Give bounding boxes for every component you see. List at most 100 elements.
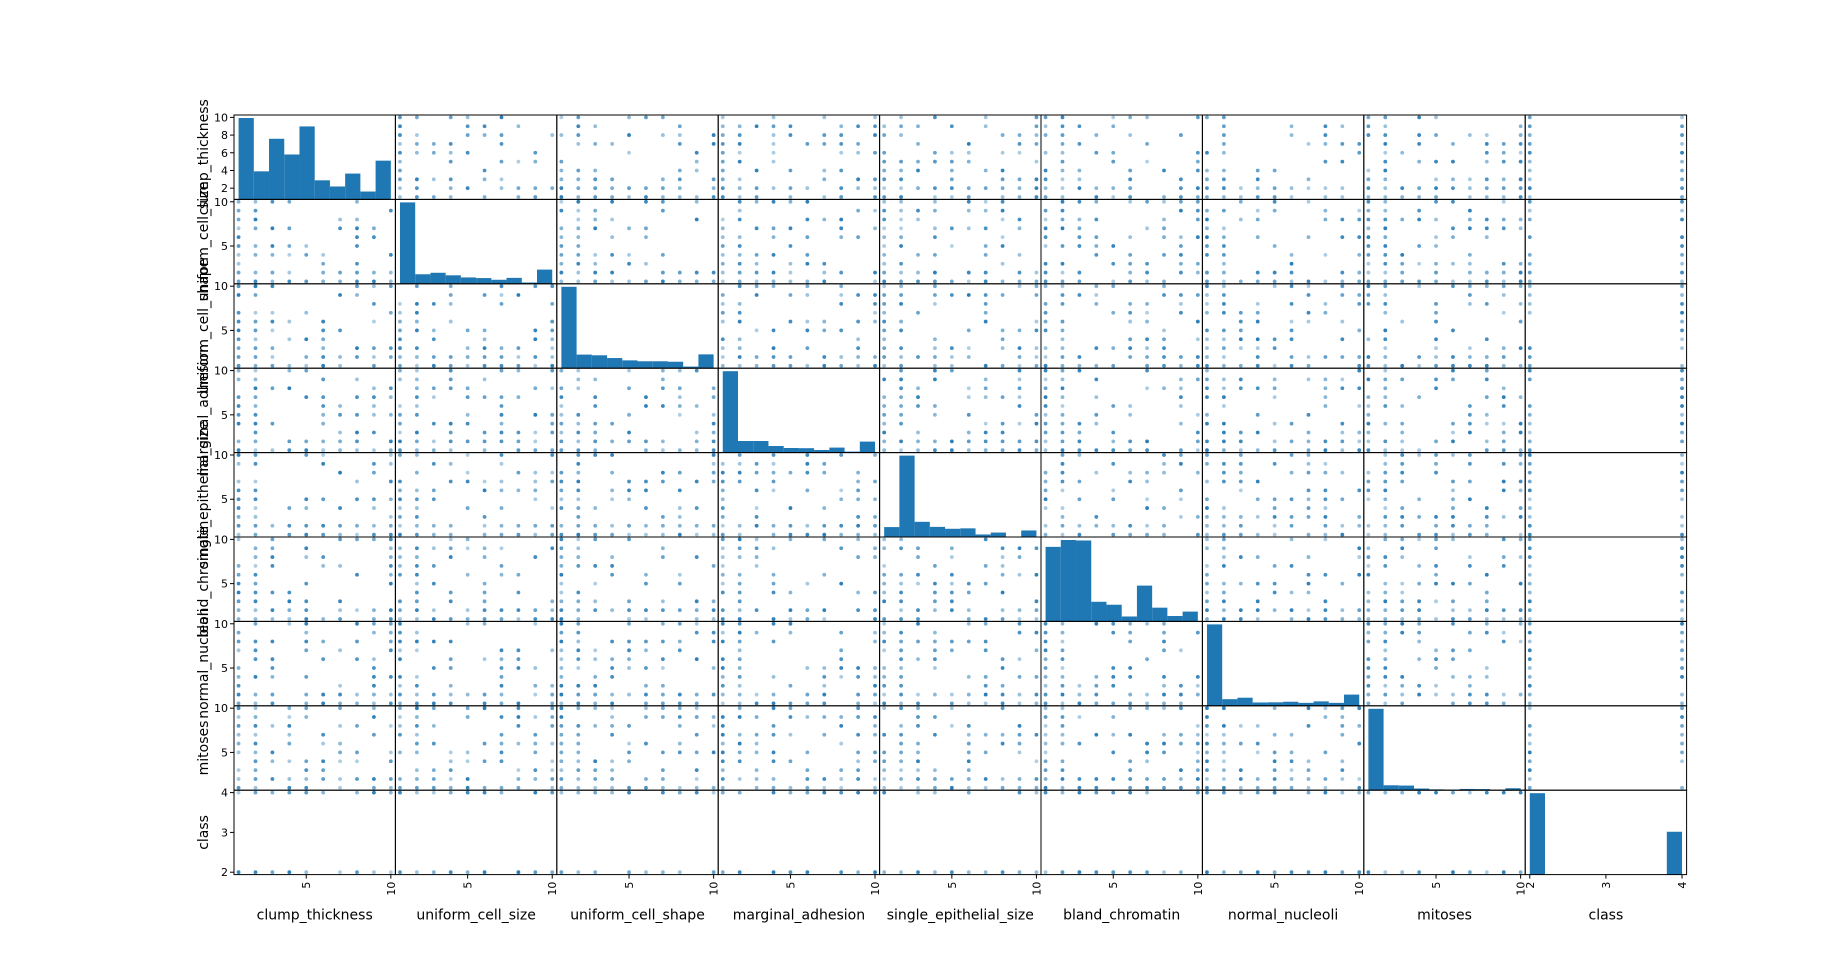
scatter-point-normal_nucleoli-uniform_cell_size [550, 701, 555, 706]
scatter-point-marginal_adhesion-clump_thickness [321, 421, 326, 426]
scatter-point-bland_chromatin-uniform_cell_shape [559, 572, 564, 577]
scatter-point-single_epithelial_size-normal_nucleoli [1255, 497, 1260, 502]
scatter-point-normal_nucleoli-clump_thickness [304, 701, 309, 706]
scatter-point-single_epithelial_size-normal_nucleoli [1306, 488, 1311, 493]
scatter-point-class-mitoses [1501, 790, 1506, 795]
scatter-point-single_epithelial_size-uniform_cell_shape [660, 515, 665, 519]
scatter-point-single_epithelial_size-clump_thickness [287, 523, 292, 528]
scatter-point-mitoses-bland_chromatin [1043, 732, 1048, 737]
scatter-point-uniform_cell_shape-mitoses [1501, 346, 1506, 351]
scatter-point-mitoses-clump_thickness [236, 732, 241, 737]
scatter-point-normal_nucleoli-mitoses [1434, 683, 1438, 688]
scatter-point-uniform_cell_shape-marginal_adhesion [720, 301, 725, 306]
scatter-point-mitoses-normal_nucleoli [1221, 741, 1226, 746]
scatter-point-normal_nucleoli-mitoses [1417, 683, 1422, 688]
scatter-point-bland_chromatin-mitoses [1451, 581, 1455, 586]
scatter-point-normal_nucleoli-mitoses [1451, 648, 1455, 653]
scatter-point-class-bland_chromatin [1060, 870, 1065, 875]
scatter-point-uniform_cell_size-clump_thickness [338, 226, 342, 231]
scatter-point-uniform_cell_shape-clump_thickness [270, 328, 275, 333]
scatter-point-clump_thickness-normal_nucleoli [1323, 133, 1328, 137]
scatter-point-clump_thickness-normal_nucleoli [1205, 168, 1209, 173]
scatter-point-marginal_adhesion-mitoses [1484, 439, 1489, 444]
scatter-point-marginal_adhesion-uniform_cell_size [465, 386, 470, 391]
scatter-point-bland_chromatin-single_epithelial_size [949, 599, 954, 604]
scatter-point-marginal_adhesion-clump_thickness [270, 421, 275, 426]
scatter-point-uniform_cell_size-mitoses [1366, 199, 1371, 204]
x-tick-label: 2 [1524, 882, 1537, 889]
scatter-point-clump_thickness-marginal_adhesion [873, 115, 877, 120]
scatter-point-normal_nucleoli-single_epithelial_size [1017, 657, 1022, 662]
scatter-point-marginal_adhesion-mitoses [1484, 448, 1489, 453]
scatter-point-single_epithelial_size-uniform_cell_size [414, 470, 419, 475]
scatter-point-uniform_cell_size-normal_nucleoli [1221, 208, 1226, 213]
scatter-point-normal_nucleoli-uniform_cell_shape [677, 621, 682, 626]
scatter-point-uniform_cell_size-single_epithelial_size [1000, 244, 1005, 248]
scatter-point-bland_chromatin-mitoses [1484, 599, 1489, 604]
scatter-point-uniform_cell_size-marginal_adhesion [720, 279, 725, 284]
scatter-point-uniform_cell_shape-class [1680, 310, 1684, 315]
scatter-point-normal_nucleoli-mitoses [1434, 692, 1438, 697]
scatter-point-uniform_cell_shape-normal_nucleoli [1205, 328, 1209, 333]
scatter-point-marginal_adhesion-uniform_cell_shape [711, 395, 716, 400]
scatter-point-uniform_cell_shape-mitoses [1366, 284, 1371, 289]
scatter-point-uniform_cell_shape-bland_chromatin [1060, 328, 1065, 333]
scatter-point-class-uniform_cell_shape [576, 870, 581, 875]
scatter-point-mitoses-marginal_adhesion [856, 777, 861, 781]
scatter-point-clump_thickness-uniform_cell_shape [593, 195, 598, 199]
scatter-point-normal_nucleoli-uniform_cell_shape [576, 701, 581, 706]
scatter-point-uniform_cell_size-marginal_adhesion [873, 226, 877, 231]
scatter-point-single_epithelial_size-clump_thickness [372, 532, 376, 537]
scatter-point-class-mitoses [1467, 870, 1472, 875]
scatter-point-mitoses-bland_chromatin [1060, 723, 1065, 728]
scatter-point-clump_thickness-normal_nucleoli [1323, 186, 1328, 191]
scatter-point-single_epithelial_size-uniform_cell_size [398, 532, 402, 537]
scatter-point-marginal_adhesion-uniform_cell_shape [644, 448, 648, 453]
scatter-point-clump_thickness-mitoses [1501, 177, 1506, 182]
scatter-point-normal_nucleoli-bland_chromatin [1060, 648, 1065, 653]
scatter-point-uniform_cell_shape-marginal_adhesion [720, 319, 725, 324]
scatter-point-uniform_cell_size-normal_nucleoli [1289, 252, 1294, 257]
scatter-point-mitoses-uniform_cell_shape [593, 723, 598, 728]
scatter-point-uniform_cell_size-bland_chromatin [1128, 235, 1133, 240]
scatter-point-normal_nucleoli-bland_chromatin [1060, 683, 1065, 688]
scatter-point-bland_chromatin-uniform_cell_size [499, 546, 504, 551]
scatter-point-marginal_adhesion-uniform_cell_size [482, 448, 487, 453]
scatter-point-uniform_cell_shape-clump_thickness [253, 363, 258, 368]
scatter-point-normal_nucleoli-bland_chromatin [1043, 630, 1048, 635]
scatter-point-normal_nucleoli-bland_chromatin [1077, 683, 1082, 688]
scatter-point-marginal_adhesion-clump_thickness [372, 430, 376, 435]
y-tick-label: 4 [221, 164, 228, 177]
scatter-point-bland_chromatin-normal_nucleoli [1306, 555, 1311, 559]
scatter-point-single_epithelial_size-bland_chromatin [1060, 453, 1065, 457]
scatter-point-uniform_cell_size-clump_thickness [270, 279, 275, 284]
scatter-point-class-uniform_cell_size [533, 870, 538, 875]
scatter-point-marginal_adhesion-single_epithelial_size [1000, 430, 1005, 435]
scatter-point-clump_thickness-single_epithelial_size [949, 168, 954, 173]
scatter-point-single_epithelial_size-mitoses [1434, 470, 1438, 475]
scatter-point-normal_nucleoli-clump_thickness [270, 692, 275, 697]
scatter-point-single_epithelial_size-uniform_cell_size [533, 532, 538, 537]
scatter-point-mitoses-uniform_cell_shape [711, 715, 716, 719]
scatter-point-clump_thickness-single_epithelial_size [1017, 133, 1022, 137]
scatter-point-uniform_cell_shape-marginal_adhesion [737, 301, 742, 306]
scatter-point-class-single_epithelial_size [949, 870, 954, 875]
scatter-point-class-marginal_adhesion [788, 870, 793, 875]
scatter-point-uniform_cell_size-bland_chromatin [1195, 199, 1200, 204]
scatter-point-normal_nucleoli-uniform_cell_size [533, 621, 538, 626]
scatter-point-normal_nucleoli-single_epithelial_size [916, 692, 920, 697]
scatter-point-mitoses-uniform_cell_shape [576, 777, 581, 781]
scatter-point-clump_thickness-class [1680, 115, 1684, 120]
scatter-point-uniform_cell_size-marginal_adhesion [873, 279, 877, 284]
scatter-point-marginal_adhesion-normal_nucleoli [1205, 439, 1209, 444]
hist-bar-uniform_cell_size-7 [506, 277, 522, 284]
scatter-point-marginal_adhesion-bland_chromatin [1094, 421, 1099, 426]
scatter-point-uniform_cell_size-mitoses [1451, 199, 1455, 204]
scatter-point-clump_thickness-uniform_cell_size [482, 124, 487, 129]
scatter-point-clump_thickness-uniform_cell_shape [694, 159, 699, 164]
scatter-point-uniform_cell_shape-mitoses [1383, 363, 1388, 368]
scatter-point-marginal_adhesion-normal_nucleoli [1205, 448, 1209, 453]
scatter-point-mitoses-bland_chromatin [1111, 750, 1116, 755]
scatter-point-mitoses-uniform_cell_shape [610, 759, 615, 764]
scatter-point-clump_thickness-mitoses [1383, 168, 1388, 173]
